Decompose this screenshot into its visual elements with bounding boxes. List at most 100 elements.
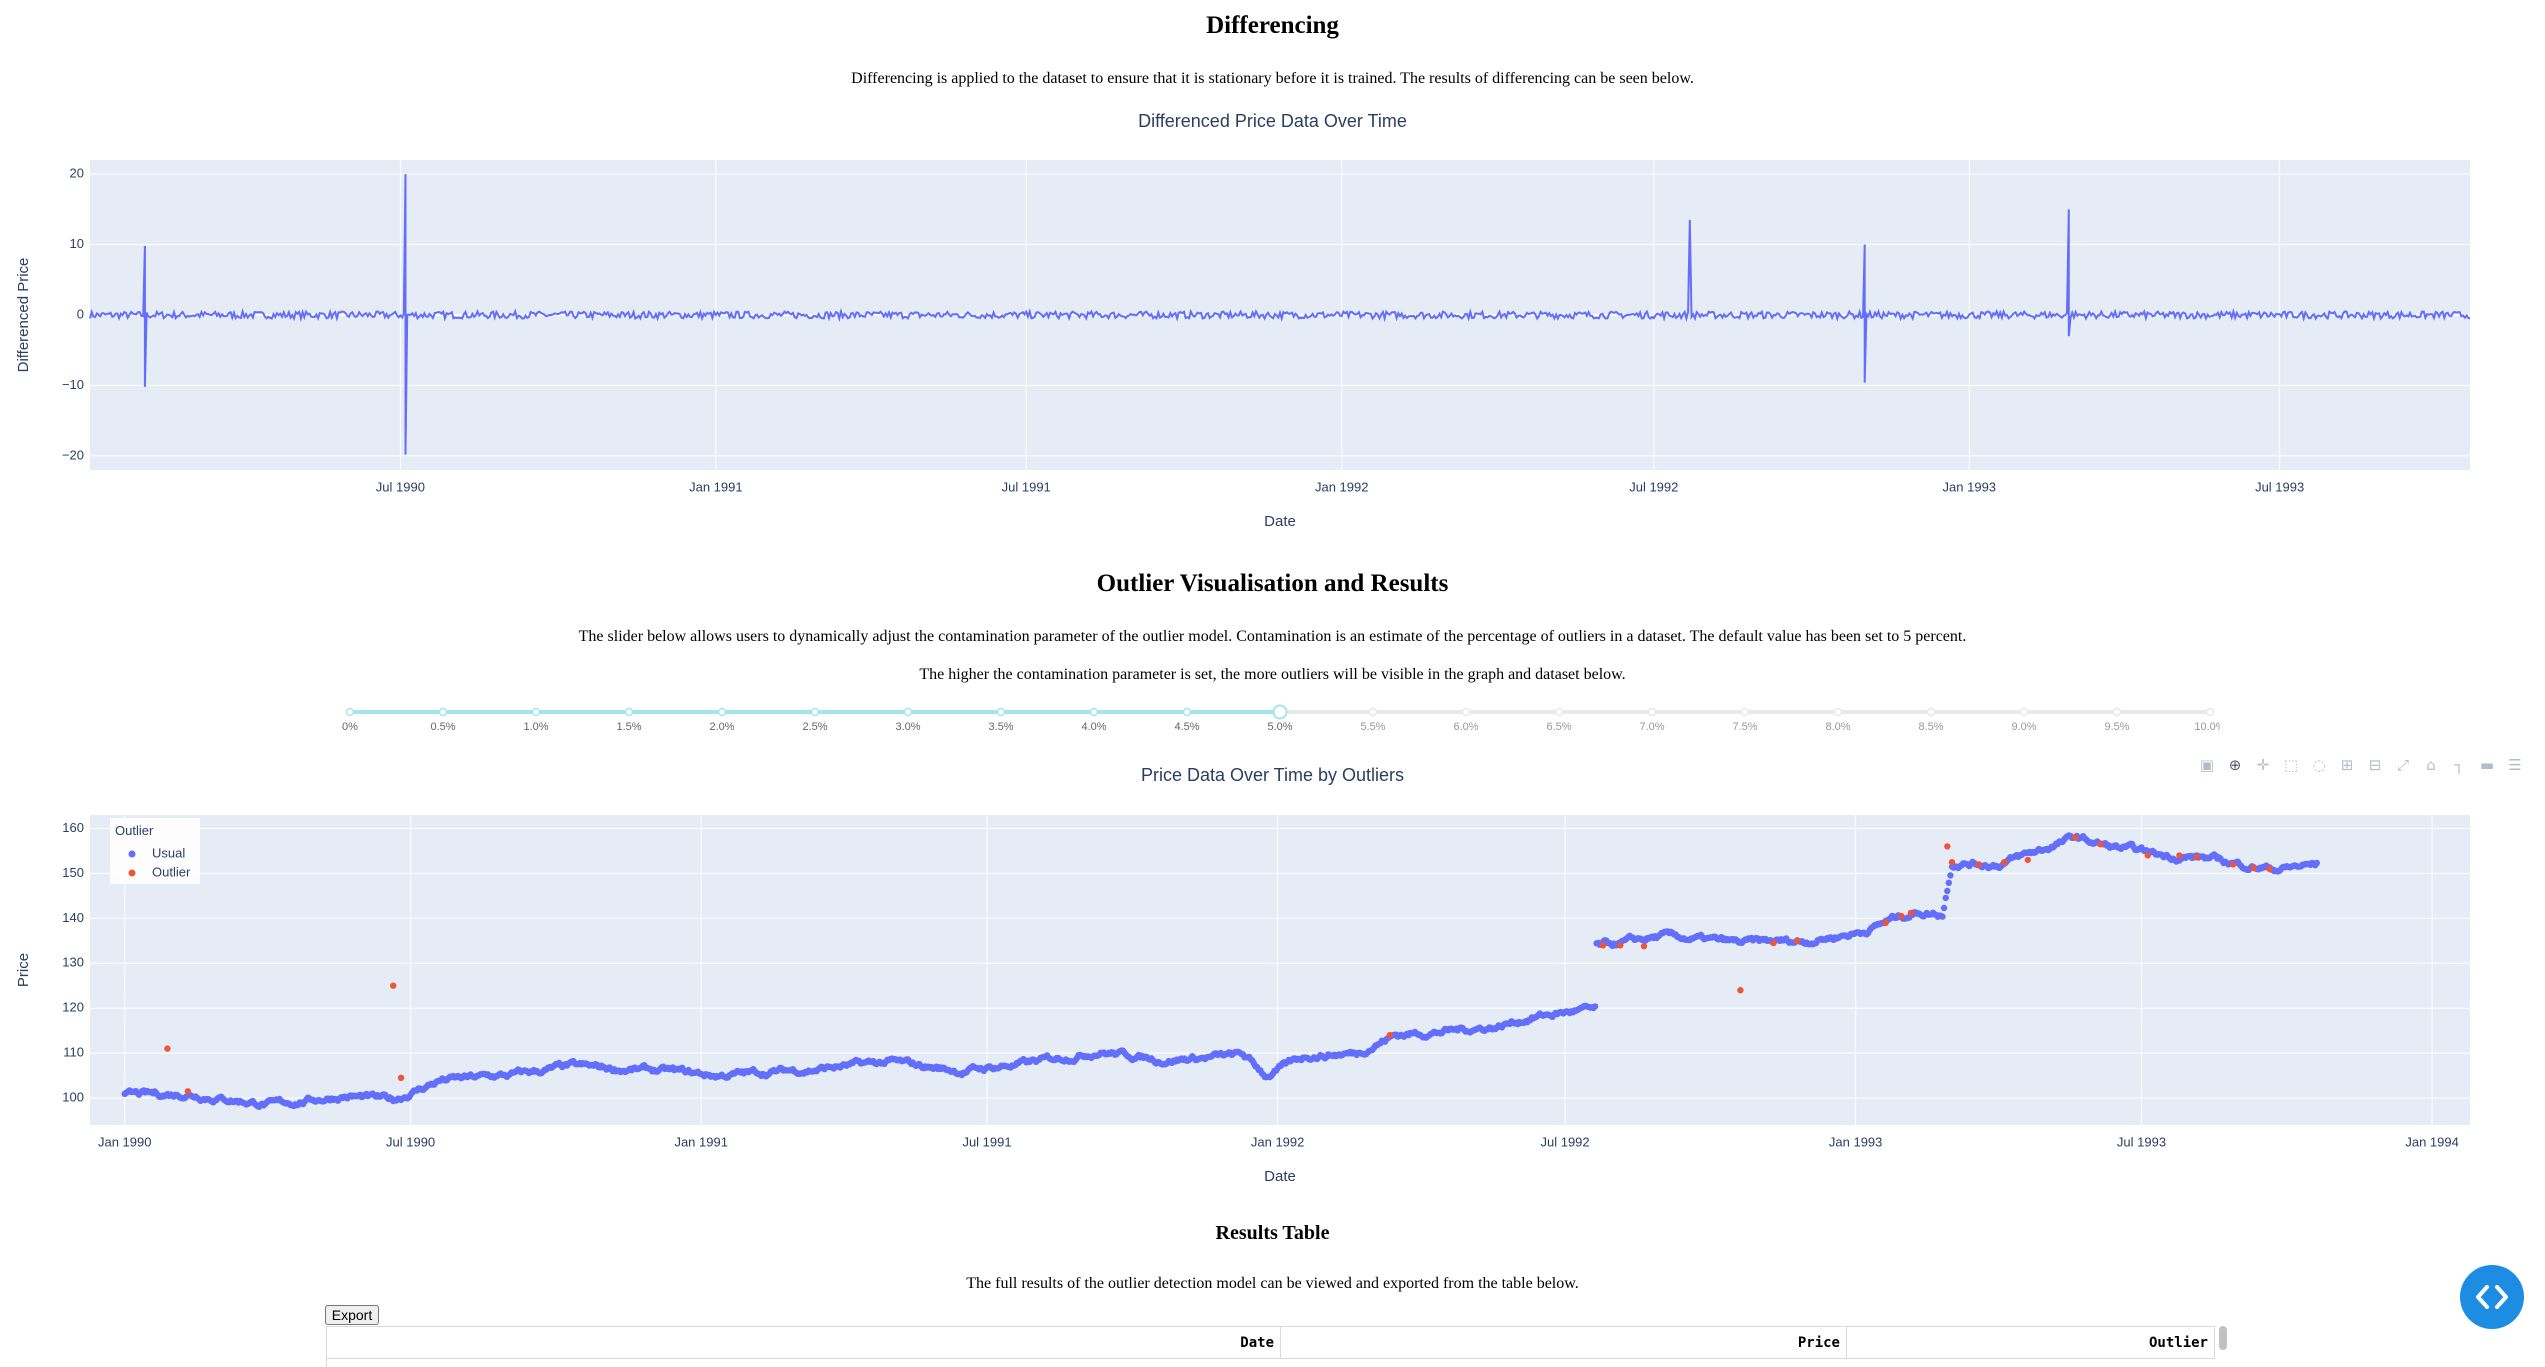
zoom-in-icon[interactable]: ⊞ <box>2340 756 2354 774</box>
camera-icon[interactable]: ▣ <box>2199 756 2215 774</box>
hover-closest-icon[interactable]: ▬ <box>2479 756 2495 774</box>
zoom-icon[interactable]: ⊕ <box>2228 756 2242 774</box>
slider-mark-label[interactable]: 0% <box>342 721 358 733</box>
slider-dot[interactable] <box>1089 707 1099 717</box>
code-toggle-button[interactable] <box>2460 1265 2524 1329</box>
outlier-point <box>2176 852 2183 859</box>
slider-dot[interactable] <box>810 707 820 717</box>
slider-dot[interactable] <box>1461 707 1471 717</box>
spike-lines-icon[interactable]: ┐ <box>2454 756 2464 774</box>
outlier-point <box>2229 861 2237 868</box>
outlier-point <box>2193 854 2200 861</box>
slider-dot[interactable] <box>717 707 727 717</box>
diff-x-tick-label: Jul 1990 <box>376 480 425 495</box>
slider-dot[interactable] <box>1740 707 1750 717</box>
diff-x-tick-label: Jul 1992 <box>1629 480 1678 495</box>
column-header-date[interactable]: Date <box>327 1327 1281 1359</box>
slider-mark-label[interactable]: 0.5% <box>430 721 455 733</box>
slider-mark-label[interactable]: 1.5% <box>616 721 641 733</box>
outlier-point <box>1882 919 1889 926</box>
outlier-point <box>2097 841 2104 848</box>
legend-marker[interactable] <box>128 850 136 858</box>
pan-icon[interactable]: ✛ <box>2256 756 2270 774</box>
differenced-price-series-line <box>89 174 2471 455</box>
slider-dot[interactable] <box>1833 707 1843 717</box>
diff-x-tick-label: Jan 1992 <box>1315 480 1369 495</box>
outlier-point <box>2072 834 2079 841</box>
column-header-price[interactable]: Price <box>1281 1327 1847 1359</box>
outlier-y-tick-label: 100 <box>62 1089 84 1104</box>
slider-mark-label[interactable]: 8.0% <box>1825 721 1850 733</box>
slider-mark-label[interactable]: 6.5% <box>1546 721 1571 733</box>
slider-mark-label[interactable]: 2.0% <box>709 721 734 733</box>
diff-x-tick-label: Jul 1993 <box>2255 480 2304 495</box>
hover-compare-icon[interactable]: ☰ <box>2508 756 2522 774</box>
slider-dot[interactable] <box>2205 707 2215 717</box>
table-scrollbar[interactable] <box>2219 1326 2227 1350</box>
outlier-price-chart[interactable]: Jan 1990 Jul 1990 Jan 1991 Jul 1991 Jan 1992… <box>0 790 2545 1190</box>
slider-mark-label[interactable]: 4.5% <box>1174 721 1199 733</box>
zoom-out-icon[interactable]: ⊟ <box>2368 756 2382 774</box>
diff-x-tick-label: Jul 1991 <box>1002 480 1051 495</box>
autoscale-icon[interactable]: ⤢ <box>2396 756 2409 774</box>
column-header-outlier[interactable]: Outlier <box>1847 1327 2215 1359</box>
slider-dot[interactable] <box>531 707 541 717</box>
differenced-price-chart[interactable]: Jul 1990 Jan 1991 Jul 1991 Jan 1992 Jul 1992… <box>0 140 2545 540</box>
slider-dot[interactable] <box>903 707 913 717</box>
slider-dot[interactable] <box>438 707 448 717</box>
outlier-point <box>2000 859 2008 866</box>
slider-dot[interactable] <box>2112 707 2122 717</box>
outlier-series-points <box>164 834 2273 1095</box>
diff-x-axis-title: Date <box>1264 513 1296 530</box>
outlier-chart-title: Price Data Over Time by Outliers <box>1140 765 1405 785</box>
legend-entry[interactable]: Usual <box>152 845 185 860</box>
slider-mark-label[interactable]: 1.0% <box>523 721 548 733</box>
lasso-icon[interactable]: ◌ <box>2312 756 2326 774</box>
slider-mark-label[interactable]: 2.5% <box>802 721 827 733</box>
slider-dot[interactable] <box>1926 707 1936 717</box>
slider-mark-label[interactable]: 10.0% <box>2194 721 2225 733</box>
reset-axes-icon[interactable]: ⌂ <box>2426 756 2436 774</box>
slider-mark-label[interactable]: 3.5% <box>988 721 1013 733</box>
slider-dot[interactable] <box>345 707 355 717</box>
slider-mark-label[interactable]: 6.0% <box>1453 721 1478 733</box>
legend-entry[interactable]: Outlier <box>152 864 191 879</box>
slider-dot[interactable] <box>1368 707 1378 717</box>
slider-mark-label[interactable]: 7.5% <box>1732 721 1757 733</box>
results-description: The full results of the outlier detectio… <box>966 1275 1579 1292</box>
outlier-y-tick-label: 130 <box>62 955 84 970</box>
slider-dot[interactable] <box>996 707 1006 717</box>
diff-y-tick-label: 20 <box>70 166 84 181</box>
slider-mark-label[interactable]: 9.0% <box>2011 721 2036 733</box>
slider-mark-label[interactable]: 9.5% <box>2104 721 2129 733</box>
diff-y-tick-label: 0 <box>77 306 84 321</box>
outlier-point <box>397 1074 405 1081</box>
outlier-y-tick-label: 150 <box>62 865 84 880</box>
legend-marker[interactable] <box>128 869 136 877</box>
export-button[interactable]: Export <box>325 1305 379 1325</box>
slider-mark-label[interactable]: 5.0% <box>1267 721 1292 733</box>
outlier-point <box>1770 939 1777 947</box>
slider-mark-label[interactable]: 4.0% <box>1081 721 1106 733</box>
outlier-x-tick-label: Jan 1992 <box>1251 1135 1305 1150</box>
slider-mark-label[interactable]: 5.5% <box>1360 721 1385 733</box>
box-select-icon[interactable]: ⬚ <box>2283 756 2299 774</box>
diff-y-tick-label: 10 <box>70 236 84 251</box>
slider-mark-label[interactable]: 7.0% <box>1639 721 1664 733</box>
slider-dot[interactable] <box>1554 707 1564 717</box>
slider-dot[interactable] <box>2019 707 2029 717</box>
outlier-x-axis-title: Date <box>1264 1168 1296 1185</box>
usual-point <box>1939 913 1946 920</box>
slider-mark-label[interactable]: 3.0% <box>895 721 920 733</box>
contamination-slider[interactable]: 0% 0.5% 1.0% 1.5% 2.0% 2.5% 3.0% 3.5% 4.0% 4.5% 5.… <box>340 700 2226 740</box>
slider-dot[interactable] <box>624 707 634 717</box>
slider-handle[interactable] <box>1272 704 1288 720</box>
outlier-x-tick-label: Jan 1991 <box>674 1135 728 1150</box>
slider-mark-label[interactable]: 8.5% <box>1918 721 1943 733</box>
diff-y-axis-title: Differenced Price <box>15 258 32 373</box>
slider-dot[interactable] <box>1647 707 1657 717</box>
code-brackets-icon <box>2476 1285 2508 1309</box>
outlier-x-tick-label: Jul 1991 <box>962 1135 1011 1150</box>
slider-dot[interactable] <box>1182 707 1192 717</box>
differenced-chart-title: Differenced Price Data Over Time <box>1138 111 1407 131</box>
